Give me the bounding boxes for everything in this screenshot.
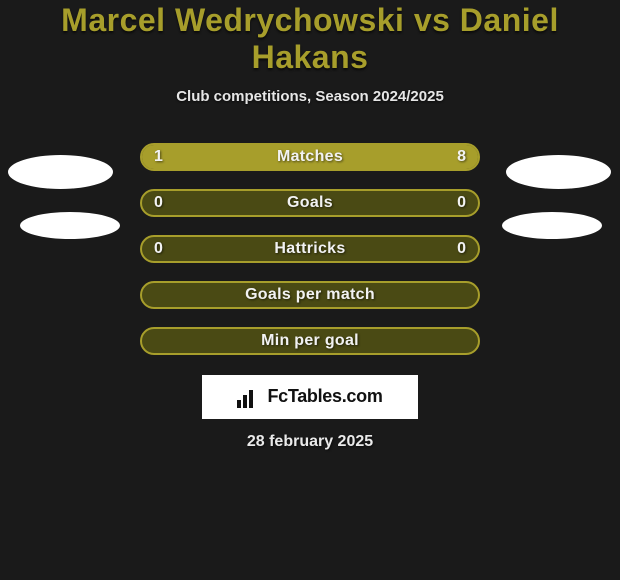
player-left-avatar [8, 155, 113, 189]
stat-row: 18Matches [140, 143, 480, 171]
comparison-card: Marcel Wedrychowski vs Daniel Hakans Clu… [0, 0, 620, 580]
stats-arena: 18Matches 00Goals 00Hattricks Goals per mat… [0, 143, 620, 451]
stat-label: Min per goal [142, 329, 478, 353]
player-left-club-badge [20, 212, 120, 239]
stat-row: 00Hattricks [140, 235, 480, 263]
stat-row: Goals per match [140, 281, 480, 309]
stat-row: 00Goals [140, 189, 480, 217]
stat-row: Min per goal [140, 327, 480, 355]
page-title: Marcel Wedrychowski vs Daniel Hakans [0, 2, 620, 76]
fctables-logo: FcTables.com [202, 375, 418, 419]
stat-label: Goals per match [142, 283, 478, 307]
stat-label: Hattricks [142, 237, 478, 261]
snapshot-date: 28 february 2025 [247, 433, 373, 451]
stat-rows: 18Matches 00Goals 00Hattricks Goals per mat… [140, 143, 480, 355]
bar-chart-icon [237, 386, 263, 408]
player-right-avatar [506, 155, 611, 189]
stat-label: Matches [142, 145, 478, 169]
stat-label: Goals [142, 191, 478, 215]
player-right-club-badge [502, 212, 602, 239]
logo-text: FcTables.com [267, 386, 382, 407]
subtitle: Club competitions, Season 2024/2025 [176, 88, 444, 105]
